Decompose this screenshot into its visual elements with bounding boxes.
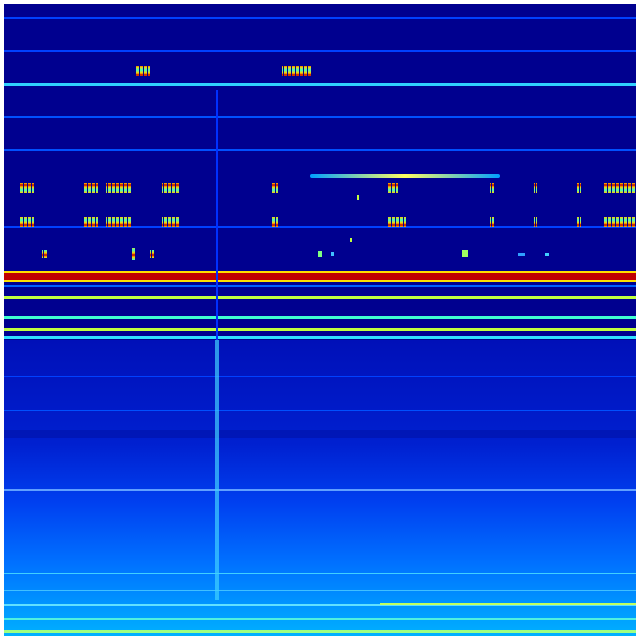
events	[20, 66, 635, 260]
vertical-line	[215, 340, 219, 600]
image	[4, 4, 636, 636]
bands	[4, 17, 636, 633]
vertical-line	[216, 90, 218, 340]
